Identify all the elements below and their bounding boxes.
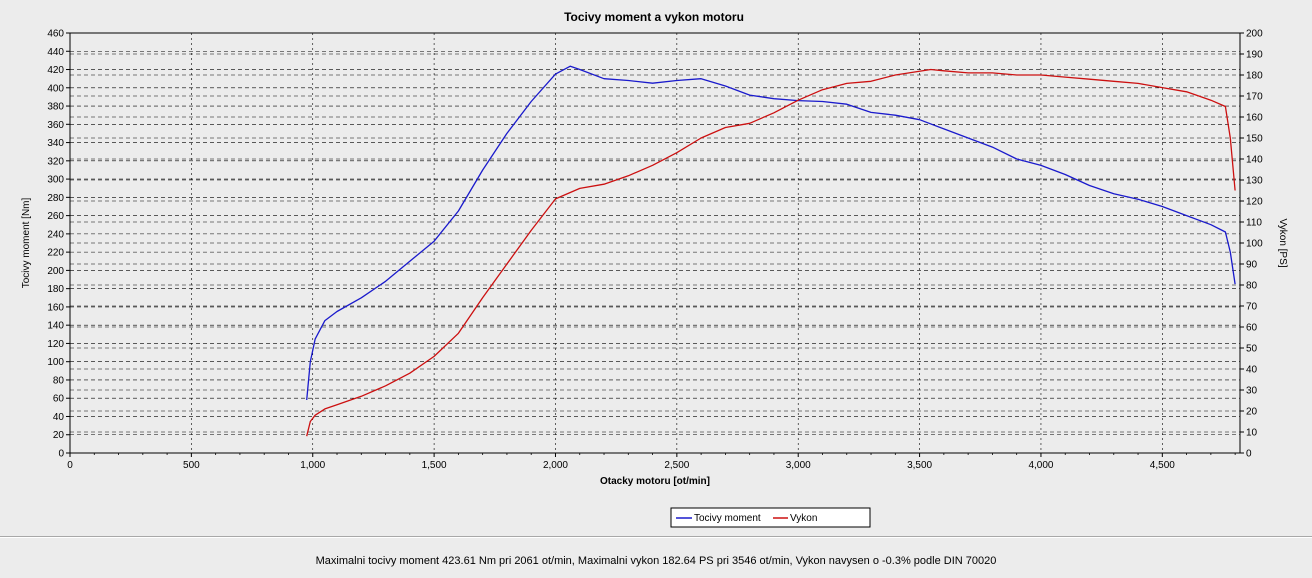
y-right-tick-label: 170 bbox=[1246, 92, 1263, 103]
y-right-tick-label: 130 bbox=[1246, 176, 1263, 187]
x-tick-label: 0 bbox=[67, 460, 73, 471]
y-left-tick-label: 300 bbox=[47, 175, 64, 186]
y-axis-right-label: Vykon [PS] bbox=[1277, 218, 1288, 267]
x-tick-label: 2,000 bbox=[543, 460, 568, 471]
y-left-tick-label: 80 bbox=[53, 375, 65, 386]
y-left-tick-label: 440 bbox=[47, 47, 64, 58]
x-tick-label: 4,000 bbox=[1028, 460, 1053, 471]
y-right-tick-label: 70 bbox=[1246, 302, 1258, 313]
y-right-tick-label: 100 bbox=[1246, 239, 1263, 250]
x-tick-label: 3,500 bbox=[907, 460, 932, 471]
y-left-tick-label: 420 bbox=[47, 65, 64, 76]
footer-summary: Maximalni tocivy moment 423.61 Nm pri 20… bbox=[315, 555, 997, 567]
y-left-tick-label: 40 bbox=[53, 412, 65, 423]
y-left-tick-label: 60 bbox=[53, 394, 65, 405]
y-left-tick-label: 160 bbox=[47, 302, 64, 313]
y-left-tick-label: 380 bbox=[47, 102, 64, 113]
y-right-tick-label: 10 bbox=[1246, 428, 1258, 439]
x-tick-label: 1,500 bbox=[422, 460, 447, 471]
y-right-tick-label: 50 bbox=[1246, 344, 1258, 355]
legend-label-tocivy-moment: Tocivy moment bbox=[694, 513, 761, 524]
x-tick-label: 1,000 bbox=[300, 460, 325, 471]
y-left-tick-label: 140 bbox=[47, 321, 64, 332]
y-right-tick-label: 20 bbox=[1246, 407, 1258, 418]
y-right-tick-label: 150 bbox=[1246, 134, 1263, 145]
y-axis-left: 0 20 40 60 80 100 120 140 160 180 200 220 240 260 280 3… bbox=[47, 29, 70, 460]
y-left-tick-label: 360 bbox=[47, 120, 64, 131]
y-right-tick-label: 90 bbox=[1246, 260, 1258, 271]
x-tick-label: 500 bbox=[183, 460, 200, 471]
y-right-tick-label: 80 bbox=[1246, 281, 1258, 292]
y-left-tick-label: 340 bbox=[47, 138, 64, 149]
y-right-tick-label: 200 bbox=[1246, 29, 1263, 40]
legend-box bbox=[670, 507, 871, 528]
y-left-tick-label: 0 bbox=[58, 449, 64, 460]
y-left-tick-label: 180 bbox=[47, 284, 64, 295]
chart-title: Tocivy moment a vykon motoru bbox=[564, 10, 744, 24]
legend: Tocivy moment Vykon bbox=[670, 507, 871, 528]
y-axis-left-label: Tocivy moment [Nm] bbox=[21, 197, 32, 288]
y-right-tick-label: 40 bbox=[1246, 365, 1258, 376]
legend-label-vykon: Vykon bbox=[790, 513, 817, 524]
y-left-tick-label: 120 bbox=[47, 339, 64, 350]
y-left-tick-label: 280 bbox=[47, 193, 64, 204]
y-left-tick-label: 400 bbox=[47, 83, 64, 94]
y-left-tick-label: 20 bbox=[53, 430, 65, 441]
x-tick-label: 2,500 bbox=[664, 460, 689, 471]
x-tick-label: 3,000 bbox=[786, 460, 811, 471]
footer-separator bbox=[0, 536, 1312, 538]
y-right-tick-label: 60 bbox=[1246, 323, 1258, 334]
y-right-tick-label: 180 bbox=[1246, 71, 1263, 82]
y-left-tick-label: 220 bbox=[47, 248, 64, 259]
x-axis-label: Otacky motoru [ot/min] bbox=[600, 476, 710, 487]
x-axis: 0 500 1,000 1,500 2,000 2,500 3,000 3,500 4,000 4… bbox=[67, 453, 1236, 471]
series-line-vykon bbox=[306, 68, 1236, 437]
y-right-tick-label: 110 bbox=[1246, 218, 1262, 229]
y-right-tick-label: 30 bbox=[1246, 386, 1258, 397]
y-axis-right: 0 10 20 30 40 50 60 70 80 90 100 110 120 130 140 150 160… bbox=[1240, 29, 1263, 460]
y-right-tick-label: 190 bbox=[1246, 50, 1263, 61]
y-left-tick-label: 200 bbox=[47, 266, 64, 277]
series-lines bbox=[306, 65, 1236, 437]
y-left-tick-label: 100 bbox=[47, 357, 64, 368]
y-right-tick-label: 120 bbox=[1246, 197, 1263, 208]
y-left-tick-label: 320 bbox=[47, 156, 64, 167]
y-right-tick-label: 160 bbox=[1246, 113, 1263, 124]
y-right-tick-label: 140 bbox=[1246, 155, 1263, 166]
x-tick-label: 4,500 bbox=[1150, 460, 1175, 471]
series-line-tocivy-moment bbox=[306, 65, 1236, 401]
y-right-tick-label: 0 bbox=[1246, 449, 1252, 460]
grid-lines bbox=[70, 33, 1240, 453]
y-left-tick-label: 260 bbox=[47, 211, 64, 222]
y-left-tick-label: 460 bbox=[47, 29, 64, 40]
y-left-tick-label: 240 bbox=[47, 229, 64, 240]
